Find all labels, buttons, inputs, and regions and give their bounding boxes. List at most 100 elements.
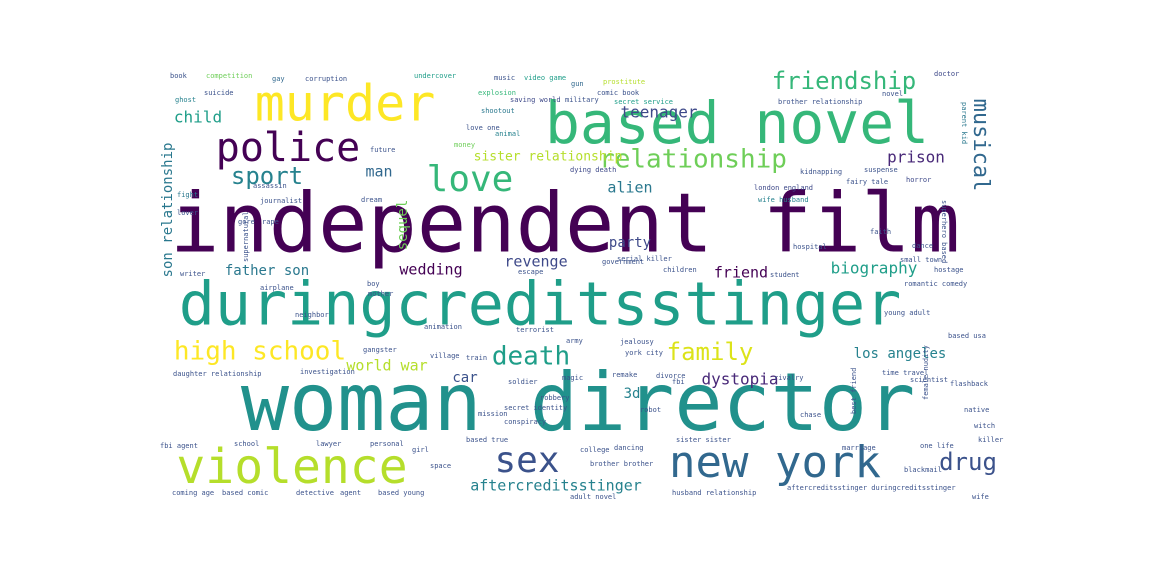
word: escape: [518, 268, 543, 276]
word: best friend: [850, 368, 858, 414]
word: flashback: [950, 380, 989, 388]
word: dance: [912, 242, 933, 250]
word: prostitute: [603, 78, 645, 86]
word: sister relationship: [474, 150, 623, 165]
word: man: [365, 163, 392, 181]
word: wife husband: [758, 196, 809, 204]
word: magic: [562, 374, 583, 382]
word: corruption: [305, 75, 347, 83]
word: robbery: [540, 394, 570, 402]
word: blackmail: [904, 466, 942, 474]
word: duringcreditsstinger: [179, 270, 901, 340]
word: money: [454, 141, 475, 149]
word: secret identity: [504, 404, 567, 412]
word: romantic comedy: [904, 280, 967, 288]
word: sex: [494, 440, 559, 481]
word: saving world: [510, 96, 561, 104]
word: video game: [524, 74, 566, 82]
word: car: [452, 370, 477, 386]
word: village: [430, 352, 460, 360]
word: divorce: [656, 372, 686, 380]
word: undercover: [414, 72, 456, 80]
word: student: [770, 271, 800, 279]
word: train: [466, 354, 487, 362]
word: mother: [368, 290, 393, 298]
word: adult novel: [570, 493, 616, 501]
word: neighbor: [295, 311, 329, 319]
word: animation: [424, 323, 462, 331]
word: family: [667, 338, 754, 366]
word: sequel: [395, 200, 411, 251]
word: world war: [346, 357, 427, 375]
word: college: [580, 446, 610, 454]
word: marriage: [842, 444, 876, 452]
word: independent film: [170, 176, 960, 271]
word: novel: [882, 90, 903, 98]
word: child: [174, 108, 222, 127]
word: time travel: [882, 369, 928, 377]
word: horror: [906, 176, 931, 184]
word: space: [430, 462, 451, 470]
word: robot: [640, 406, 661, 414]
word: kidnapping: [800, 168, 842, 176]
word: gay: [272, 75, 285, 83]
word: dream: [361, 196, 382, 204]
word: based novel: [545, 89, 929, 157]
word: friendship: [772, 67, 917, 95]
word: school: [234, 440, 259, 448]
word: gun: [571, 80, 584, 88]
word: competition: [206, 72, 252, 80]
word: based usa: [948, 332, 986, 340]
word: son relationship: [160, 143, 176, 278]
word: small town: [900, 256, 942, 264]
word: native: [964, 406, 989, 414]
word: coming age: [172, 489, 214, 497]
word: rape: [262, 218, 279, 226]
word: animal: [495, 130, 520, 138]
word: wedding: [399, 261, 462, 279]
word: murder: [255, 75, 436, 133]
word: soldier: [508, 378, 538, 386]
word: personal: [370, 440, 404, 448]
word: dystopia: [701, 370, 778, 389]
word: supernatural: [242, 211, 250, 262]
word: book: [170, 72, 188, 80]
word: one life: [920, 442, 954, 450]
word: military: [565, 96, 599, 104]
word: brother brother: [590, 460, 653, 468]
word: police: [216, 125, 361, 171]
word: faith: [870, 228, 891, 236]
word: gangster: [363, 346, 397, 354]
word: government: [602, 258, 644, 266]
word: serial killer: [617, 255, 672, 263]
word: los angeles: [854, 346, 947, 362]
word: girl: [412, 446, 429, 454]
word: remake: [612, 371, 637, 379]
word: agent: [340, 489, 361, 497]
word: suspense: [864, 166, 898, 174]
word: superhero based: [940, 200, 948, 263]
word: investigation: [300, 368, 355, 376]
word: father son: [225, 263, 309, 279]
word: suicide: [204, 89, 234, 97]
word: gore: [238, 218, 255, 226]
word: london england: [754, 184, 813, 192]
word: wife: [972, 493, 989, 501]
word: daughter relationship: [173, 370, 262, 378]
word: alien: [607, 179, 652, 197]
word: sister sister: [676, 436, 731, 444]
word: musical: [968, 99, 993, 192]
word: fairy tale: [846, 178, 888, 186]
word: sport: [231, 162, 303, 190]
word: 3d: [624, 386, 641, 402]
word: aftercreditsstinger duringcreditsstinger: [787, 484, 956, 492]
word: party: [609, 235, 651, 251]
word: love one: [466, 124, 500, 132]
word: boy: [367, 280, 380, 288]
word: rivalry: [774, 374, 804, 382]
word: comic book: [597, 89, 640, 97]
word: hostage: [934, 266, 964, 274]
word: secret service: [614, 98, 673, 106]
word: dying death: [570, 166, 616, 174]
